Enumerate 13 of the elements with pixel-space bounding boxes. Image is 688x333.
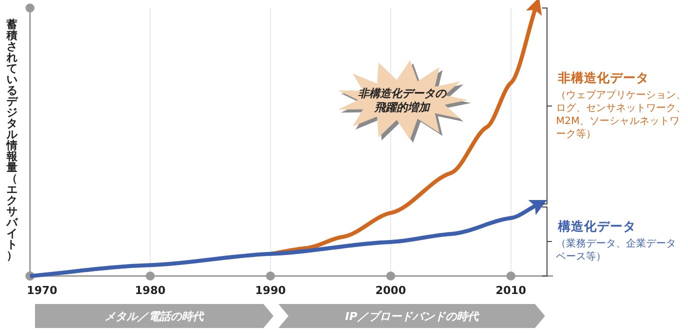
- annotation: 非構造化データの飛躍的増加: [358, 87, 447, 114]
- text: 非構造化データ: [557, 70, 649, 86]
- text: 構造化データ: [557, 218, 636, 234]
- x-tick-label: 2010: [496, 284, 527, 297]
- text: （ウェブアプリケーション、ログ、センサネットワーク、M2M、ソーシャルネットワーク等）: [556, 89, 686, 140]
- x-tick-label: 1970: [26, 284, 58, 297]
- x-tick-label: 1980: [134, 284, 166, 297]
- text: （業務データ、企業データベース等）: [556, 238, 676, 263]
- text: IP／ブロードバンドの時代: [345, 310, 480, 323]
- x-tick-label: 1990: [255, 284, 286, 297]
- y-axis-title: 蓄積されているデジタル情報量（エクサバイト）: [6, 18, 18, 262]
- text: メタル／電話の時代: [104, 310, 206, 323]
- x-tick-label: 2000: [375, 284, 406, 297]
